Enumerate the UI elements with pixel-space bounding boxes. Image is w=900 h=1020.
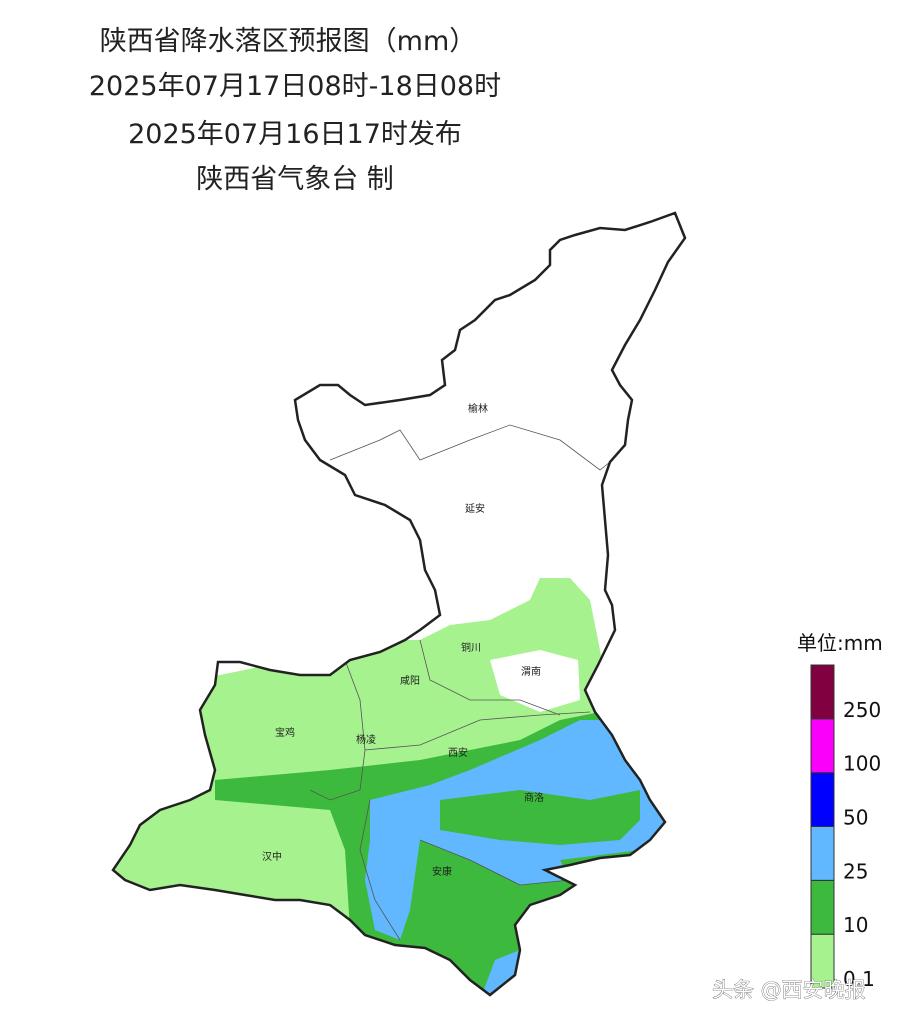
legend-swatch: [810, 879, 835, 935]
legend-label: 0.1: [843, 967, 875, 991]
area-green: [440, 790, 640, 845]
legend-label: 50: [843, 806, 868, 830]
legend-label: 25: [843, 859, 868, 883]
city-label: 商洛: [524, 791, 544, 804]
legend-swatch: [810, 826, 835, 881]
city-label: 铜川: [461, 642, 481, 654]
city-label: 杨凌: [356, 733, 376, 746]
legend-swatch: [810, 772, 835, 828]
city-label: 榆林: [468, 402, 488, 415]
title: 陕西省降水落区预报图（mm）: [100, 26, 477, 57]
city-label: 宝鸡: [275, 726, 295, 739]
legend-title: 单位:mm: [797, 631, 883, 655]
producer: 陕西省气象台 制: [196, 164, 394, 195]
boundaries: [309, 424, 611, 941]
city-label: 延安: [465, 502, 485, 515]
legend-swatch: [810, 718, 835, 774]
legend-swatch: [810, 664, 835, 720]
cities: 榆林 延安 铜川 咸阳 渭南 宝鸡 杨凌 西安 汉中 安康 商洛: [262, 402, 544, 878]
legend-label: 10: [843, 913, 868, 937]
legend: 0.1 10 25 50 100 250: [810, 664, 881, 991]
area-dry: [490, 650, 580, 712]
issued: 2025年07月16日17时发布: [128, 119, 462, 150]
city-label: 安康: [432, 865, 452, 878]
city-label: 汉中: [262, 850, 282, 863]
legend-label: 100: [843, 752, 881, 776]
period: 2025年07月17日08时-18日08时: [89, 71, 501, 102]
watermark: 头条 @西安晚报: [712, 978, 866, 1002]
legend-label: 250: [843, 698, 881, 722]
city-label: 西安: [448, 746, 468, 759]
city-label: 渭南: [521, 665, 541, 678]
city-label: 咸阳: [400, 675, 420, 687]
